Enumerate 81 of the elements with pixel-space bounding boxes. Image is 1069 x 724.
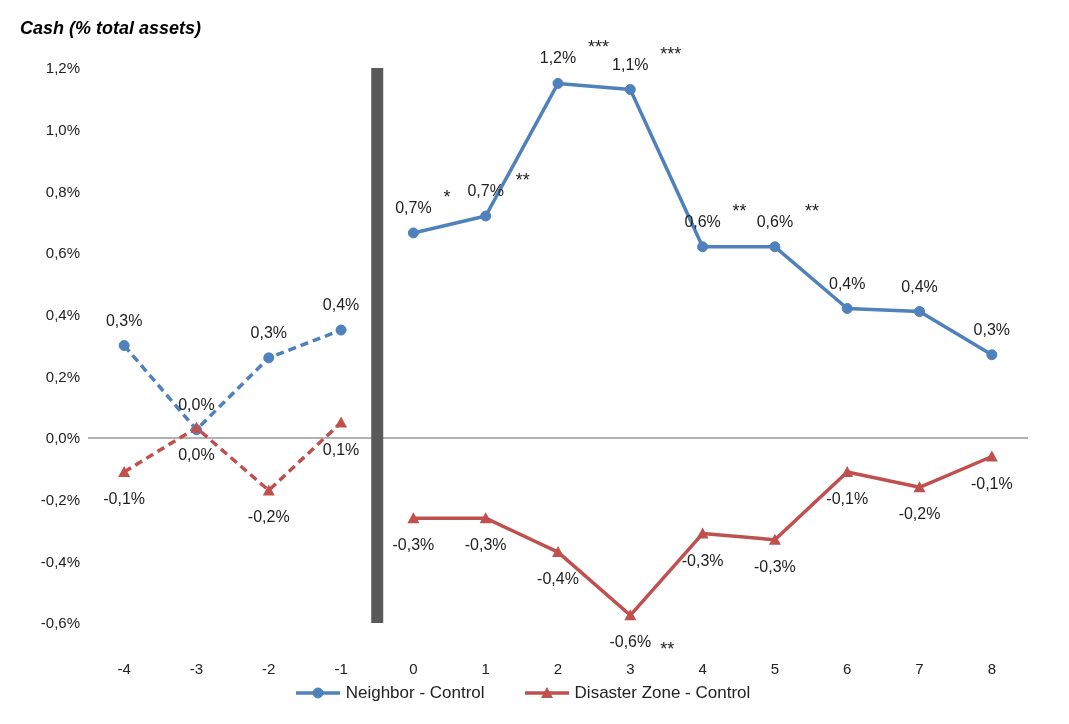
point: [479, 512, 492, 524]
point: [335, 324, 347, 336]
x-tick-label: 4: [698, 659, 707, 677]
data-label: 1,1%: [612, 55, 649, 73]
data-label: 1,2%: [539, 49, 577, 67]
data-label: -0,3%: [464, 536, 507, 554]
annotation: ***: [588, 37, 610, 58]
x-tick-label: -4: [117, 659, 131, 677]
legend-label: Disaster Zone - Control: [573, 683, 751, 703]
data-label: -0,3%: [681, 551, 724, 569]
data-label: -0,1%: [970, 474, 1013, 492]
y-tick-label: -0,4%: [40, 552, 80, 570]
point: [769, 241, 781, 253]
point: [768, 533, 781, 545]
x-tick-label: -2: [262, 659, 276, 677]
data-label: -0,3%: [754, 557, 796, 575]
point: [697, 241, 709, 253]
x-tick-label: 5: [770, 659, 780, 677]
y-tick-label: 0,6%: [45, 244, 80, 262]
y-tick-label: 0,0%: [45, 429, 80, 447]
data-label: 0,3%: [973, 320, 1011, 338]
data-label: -0,6%: [609, 633, 652, 651]
data-label: 0,6%: [756, 212, 794, 230]
data-label: 0,3%: [105, 311, 143, 329]
y-tick-label: 0,4%: [45, 305, 80, 323]
annotation: **: [515, 170, 530, 190]
annotation: **: [660, 639, 675, 660]
point: [986, 349, 998, 361]
point: [985, 450, 998, 462]
point: [480, 210, 492, 222]
x-tick-label: 8: [987, 659, 997, 677]
x-tick-label: 0: [409, 659, 418, 677]
annotation: **: [804, 200, 819, 221]
x-tick-label: 2: [553, 659, 563, 677]
data-label: -0,1%: [826, 489, 869, 507]
point: [262, 484, 275, 496]
point: [118, 340, 130, 351]
data-label: 0,4%: [829, 274, 866, 292]
annotation: *: [443, 186, 451, 207]
point: [552, 546, 564, 558]
x-tick-label: 7: [915, 659, 924, 677]
y-tick-label: 0,2%: [45, 367, 80, 385]
point: [118, 465, 131, 477]
data-label: -0,2%: [898, 505, 941, 523]
x-tick-label: 6: [843, 659, 852, 677]
data-label: -0,4%: [537, 570, 579, 588]
annotation: ***: [660, 43, 682, 64]
y-tick-label: -0,2%: [40, 490, 80, 508]
data-label: 0,4%: [322, 296, 360, 314]
data-label: 0,4%: [901, 277, 938, 295]
data-label: -0,2%: [247, 508, 290, 526]
data-label: 0,7%: [395, 198, 432, 216]
y-tick-label: 0,8%: [45, 182, 80, 200]
point: [552, 77, 564, 89]
x-tick-label: -3: [189, 659, 204, 677]
point: [407, 512, 420, 524]
point: [335, 416, 348, 428]
x-tick-label: -1: [334, 659, 348, 677]
point: [263, 352, 275, 364]
x-tick-label: 1: [481, 659, 490, 677]
x-tick-label: 3: [626, 659, 635, 677]
legend-label: Neighbor - Control: [344, 683, 485, 703]
point: [696, 527, 709, 539]
data-label: -0,3%: [392, 536, 435, 554]
point: [407, 227, 419, 239]
data-label: 0,1%: [322, 440, 360, 458]
point: [624, 609, 637, 621]
data-label: -0,1%: [103, 489, 146, 507]
data-label: 0,3%: [250, 323, 287, 341]
y-tick-label: 1,2%: [45, 59, 80, 77]
point: [624, 84, 636, 96]
annotation: **: [732, 200, 747, 221]
point: [914, 306, 926, 318]
point: [841, 303, 853, 314]
point: [841, 465, 854, 477]
point: [913, 481, 926, 493]
data-label: 0,0%: [178, 395, 215, 413]
chart-title: Cash (% total assets): [20, 18, 202, 39]
y-tick-label: -0,6%: [40, 614, 80, 632]
data-label: 0,0%: [178, 445, 215, 463]
y-tick-label: 1,0%: [45, 120, 80, 138]
